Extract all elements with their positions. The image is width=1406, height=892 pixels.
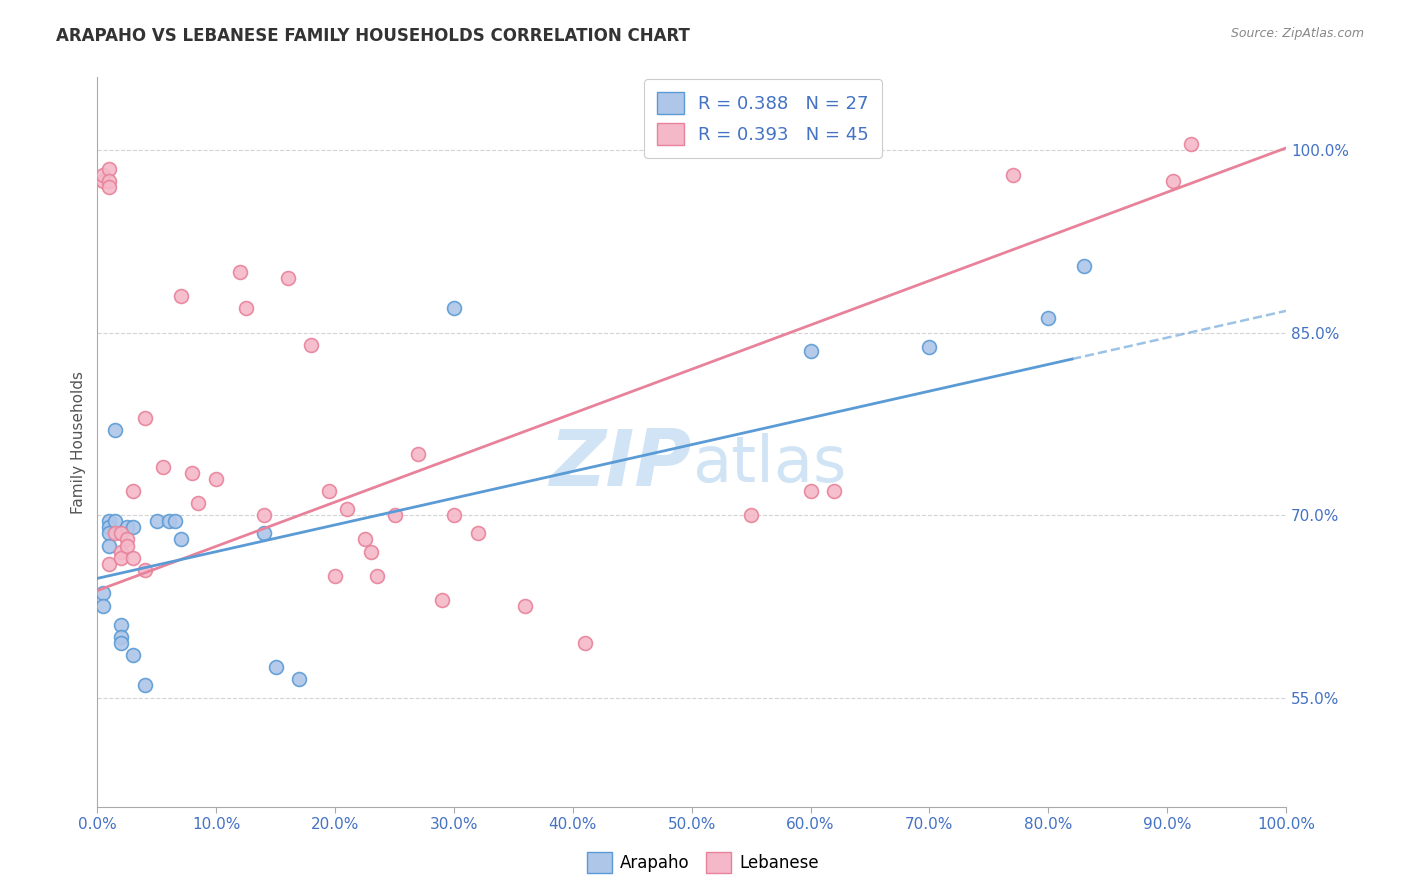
Point: [169, 289, 191, 303]
Point: [336, 502, 359, 516]
Point: [98, 520, 121, 534]
Legend: R = 0.388   N = 27, R = 0.393   N = 45: R = 0.388 N = 27, R = 0.393 N = 45: [644, 79, 882, 158]
Point: [98, 514, 121, 528]
Point: [205, 472, 228, 486]
Y-axis label: Family Households: Family Households: [72, 371, 86, 514]
Point: [229, 265, 252, 279]
Point: [146, 514, 169, 528]
Point: [152, 459, 174, 474]
Point: [366, 569, 388, 583]
Point: [1073, 259, 1095, 273]
Text: ARAPAHO VS LEBANESE FAMILY HOUSEHOLDS CORRELATION CHART: ARAPAHO VS LEBANESE FAMILY HOUSEHOLDS CO…: [56, 27, 690, 45]
Point: [253, 508, 276, 523]
Point: [104, 423, 127, 437]
Text: Source: ZipAtlas.com: Source: ZipAtlas.com: [1230, 27, 1364, 40]
Point: [169, 533, 191, 547]
Point: [318, 483, 340, 498]
Point: [110, 526, 132, 541]
Point: [799, 344, 821, 359]
Point: [264, 660, 287, 674]
Point: [134, 563, 156, 577]
Point: [235, 301, 257, 316]
Point: [98, 161, 121, 176]
Point: [104, 526, 127, 541]
Point: [467, 526, 489, 541]
Point: [799, 483, 821, 498]
Point: [323, 569, 346, 583]
Point: [430, 593, 453, 607]
Point: [110, 550, 132, 565]
Point: [288, 673, 311, 687]
Point: [157, 514, 180, 528]
Point: [91, 586, 114, 600]
Point: [443, 301, 465, 316]
Point: [98, 526, 121, 541]
Point: [181, 466, 204, 480]
Point: [98, 539, 121, 553]
Point: [1161, 174, 1184, 188]
Text: ZIP: ZIP: [550, 426, 692, 502]
Point: [515, 599, 537, 614]
Point: [122, 648, 145, 662]
Point: [299, 338, 322, 352]
Point: [110, 636, 132, 650]
Point: [122, 550, 145, 565]
Point: [406, 447, 429, 461]
Point: [122, 520, 145, 534]
Point: [115, 539, 138, 553]
Point: [574, 636, 596, 650]
Point: [91, 168, 114, 182]
Point: [98, 179, 121, 194]
Point: [91, 174, 114, 188]
Point: [277, 271, 299, 285]
Point: [134, 410, 156, 425]
Point: [360, 544, 382, 558]
Point: [443, 508, 465, 523]
Point: [187, 496, 209, 510]
Point: [918, 340, 941, 354]
Point: [1180, 137, 1202, 152]
Point: [104, 514, 127, 528]
Point: [122, 483, 145, 498]
Point: [115, 533, 138, 547]
Point: [98, 174, 121, 188]
Point: [110, 630, 132, 644]
Point: [253, 526, 276, 541]
Point: [115, 520, 138, 534]
Text: atlas: atlas: [692, 434, 846, 495]
Point: [740, 508, 762, 523]
Point: [1001, 168, 1024, 182]
Point: [353, 533, 375, 547]
Legend: Arapaho, Lebanese: Arapaho, Lebanese: [581, 846, 825, 880]
Point: [1038, 311, 1060, 326]
Point: [823, 483, 845, 498]
Point: [163, 514, 186, 528]
Point: [98, 557, 121, 571]
Point: [384, 508, 406, 523]
Point: [110, 544, 132, 558]
Point: [110, 617, 132, 632]
Point: [134, 678, 156, 692]
Point: [91, 599, 114, 614]
